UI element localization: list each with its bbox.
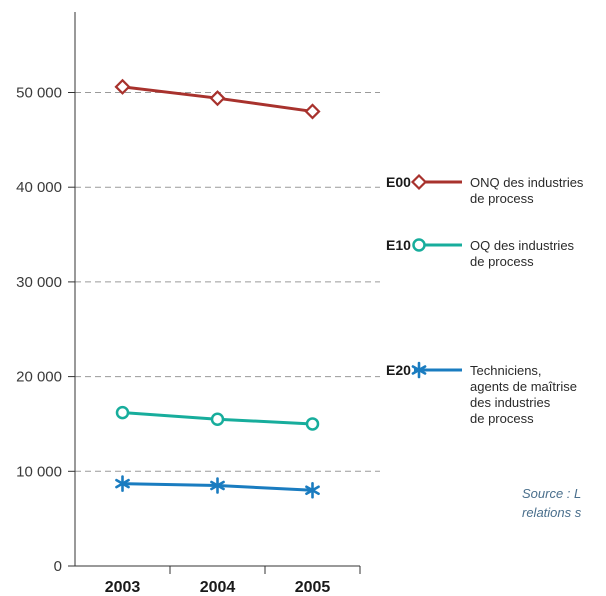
data-point-diamond: [304, 103, 321, 120]
data-point-diamond: [114, 78, 131, 95]
y-axis-ticks: 0 10 000 20 000 30 000 40 000 50 000: [16, 85, 75, 575]
y-tick-label: 30 000: [16, 274, 62, 291]
source-note: Source : L relations s: [522, 484, 606, 522]
x-tick-label: 2003: [105, 579, 141, 596]
legend-label: agents de maîtrise: [470, 379, 577, 394]
y-tick-label: 10 000: [16, 463, 62, 480]
x-tick-label: 2004: [200, 579, 236, 596]
data-point-asterisk: [210, 477, 225, 494]
y-tick-label: 0: [54, 558, 62, 575]
x-tick-label: 2005: [295, 579, 331, 596]
y-tick-label: 20 000: [16, 369, 62, 386]
data-point-asterisk: [411, 361, 427, 379]
data-point-asterisk: [115, 475, 130, 492]
source-line-1: Source : L: [522, 486, 582, 501]
legend-code: E10: [386, 237, 411, 253]
y-tick-label: 40 000: [16, 179, 62, 196]
series-group: [114, 78, 321, 499]
data-point-asterisk: [305, 481, 320, 499]
series-e20: [115, 475, 320, 499]
gridlines: [75, 92, 380, 472]
x-axis-ticks: 2003 2004 2005: [105, 566, 361, 596]
data-point-diamond: [410, 173, 428, 191]
data-point-circle: [210, 412, 225, 426]
series-e10: [115, 405, 320, 431]
legend-label: Techniciens,: [470, 363, 542, 378]
legend-label: ONQ des industries: [470, 175, 584, 190]
legend-label: de process: [470, 411, 534, 426]
legend-code: E00: [386, 174, 411, 190]
legend-label: OQ des industries: [470, 238, 575, 253]
legend-code: E20: [386, 362, 411, 378]
series-e00: [114, 78, 321, 120]
data-point-circle: [412, 238, 426, 252]
legend-label: de process: [470, 191, 534, 206]
data-point-diamond: [209, 90, 226, 107]
y-tick-label: 50 000: [16, 85, 62, 102]
legend-label: des industries: [470, 395, 551, 410]
data-point-circle: [115, 405, 130, 420]
source-line-2: relations s: [522, 505, 582, 520]
data-point-circle: [305, 417, 320, 431]
legend-label: de process: [470, 254, 534, 269]
